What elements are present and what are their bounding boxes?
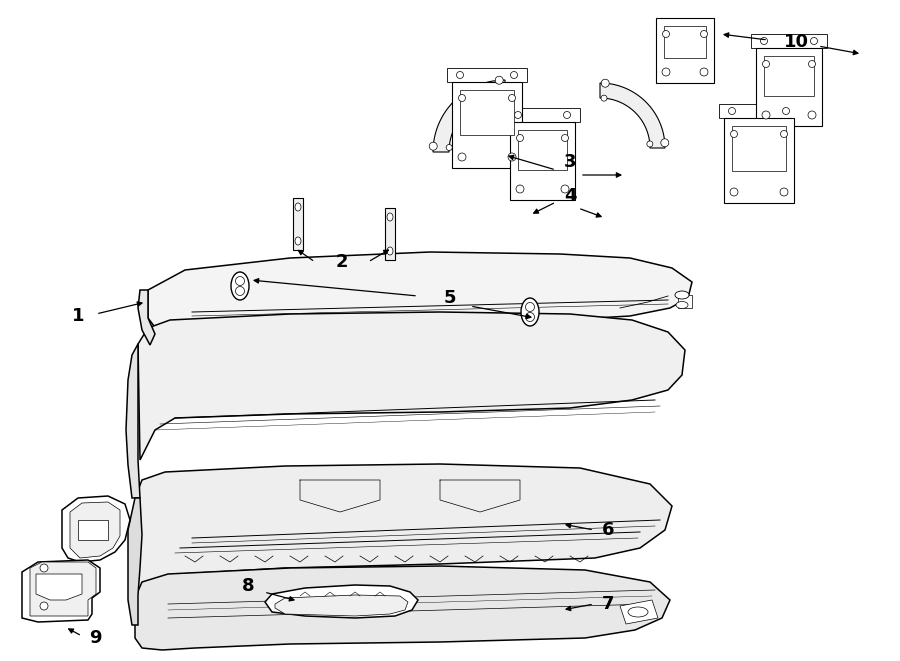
Circle shape (446, 145, 452, 151)
Polygon shape (452, 82, 522, 168)
Circle shape (782, 108, 789, 114)
Circle shape (662, 30, 670, 38)
Circle shape (40, 602, 48, 610)
Polygon shape (510, 122, 575, 200)
Circle shape (647, 141, 652, 147)
Text: 5: 5 (444, 289, 456, 307)
Polygon shape (751, 34, 827, 48)
Text: 9: 9 (89, 629, 101, 647)
Circle shape (731, 130, 737, 137)
Polygon shape (385, 208, 395, 260)
Circle shape (517, 134, 524, 141)
Polygon shape (36, 574, 82, 600)
Text: 1: 1 (72, 307, 85, 325)
Circle shape (760, 38, 768, 44)
Polygon shape (30, 562, 96, 616)
Circle shape (495, 76, 503, 84)
Circle shape (458, 95, 465, 102)
Polygon shape (732, 126, 786, 171)
Polygon shape (135, 566, 670, 650)
Polygon shape (724, 118, 794, 203)
Circle shape (728, 108, 735, 114)
Polygon shape (126, 344, 140, 498)
Text: 3: 3 (563, 153, 576, 171)
Polygon shape (656, 18, 714, 83)
Circle shape (40, 564, 48, 572)
Ellipse shape (236, 286, 245, 295)
Circle shape (808, 111, 816, 119)
Ellipse shape (628, 607, 648, 617)
Circle shape (516, 185, 524, 193)
Circle shape (780, 188, 788, 196)
Circle shape (429, 142, 437, 150)
Circle shape (730, 188, 738, 196)
Circle shape (561, 185, 569, 193)
Circle shape (515, 112, 521, 118)
Circle shape (700, 68, 708, 76)
Polygon shape (138, 290, 155, 345)
Circle shape (662, 68, 670, 76)
Circle shape (700, 30, 707, 38)
Ellipse shape (231, 272, 249, 300)
Polygon shape (293, 198, 303, 250)
Ellipse shape (387, 213, 393, 221)
Text: 8: 8 (242, 577, 255, 595)
Circle shape (562, 134, 569, 141)
Polygon shape (148, 252, 692, 334)
Text: 7: 7 (602, 595, 614, 613)
Polygon shape (135, 464, 672, 625)
Circle shape (498, 93, 503, 99)
Polygon shape (756, 48, 822, 126)
Circle shape (811, 38, 817, 44)
Circle shape (808, 61, 815, 67)
Polygon shape (78, 520, 108, 540)
Circle shape (762, 61, 770, 67)
Polygon shape (128, 498, 142, 625)
Polygon shape (22, 560, 100, 622)
Polygon shape (275, 595, 408, 616)
Circle shape (762, 111, 770, 119)
Circle shape (508, 153, 516, 161)
Polygon shape (460, 90, 514, 136)
Polygon shape (433, 80, 505, 152)
Ellipse shape (526, 303, 535, 311)
Ellipse shape (676, 301, 688, 309)
Text: 4: 4 (563, 187, 576, 205)
Ellipse shape (236, 276, 245, 286)
Circle shape (780, 130, 788, 137)
Polygon shape (70, 502, 120, 558)
Polygon shape (678, 295, 692, 308)
Circle shape (458, 153, 466, 161)
Ellipse shape (295, 203, 301, 211)
Ellipse shape (526, 313, 535, 321)
Circle shape (601, 79, 609, 87)
Polygon shape (505, 108, 580, 122)
Text: 2: 2 (336, 253, 348, 271)
Circle shape (508, 95, 516, 102)
Text: 10: 10 (784, 33, 808, 51)
Polygon shape (764, 56, 814, 97)
Polygon shape (62, 496, 130, 562)
Polygon shape (265, 585, 418, 618)
Circle shape (601, 95, 607, 101)
Circle shape (661, 139, 669, 147)
Ellipse shape (675, 291, 689, 299)
Polygon shape (518, 130, 567, 171)
Polygon shape (620, 600, 658, 624)
Ellipse shape (521, 298, 539, 326)
Polygon shape (664, 26, 706, 58)
Polygon shape (447, 68, 527, 82)
Ellipse shape (295, 237, 301, 245)
Polygon shape (138, 312, 685, 460)
Text: 6: 6 (602, 521, 614, 539)
Circle shape (456, 71, 464, 79)
Ellipse shape (387, 247, 393, 255)
Circle shape (510, 71, 518, 79)
Polygon shape (719, 104, 799, 118)
Circle shape (563, 112, 571, 118)
Polygon shape (600, 83, 665, 148)
